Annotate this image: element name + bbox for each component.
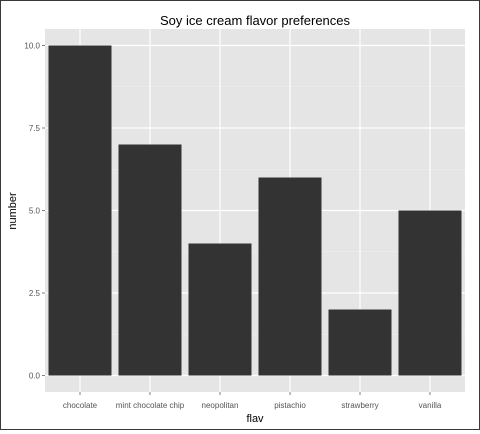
- y-tick-label: 10.0: [24, 42, 40, 51]
- bars: [48, 45, 462, 376]
- minor-gridlines: [45, 86, 465, 335]
- x-tick-label: vanilla: [419, 401, 442, 410]
- x-tick-label: chocolate: [63, 401, 98, 410]
- bar-strawberry: [328, 309, 392, 376]
- bar-pistachio: [258, 177, 322, 376]
- x-axis: chocolate mint chocolate chip neopolitan pi…: [63, 392, 442, 410]
- x-tick-label: strawberry: [341, 401, 378, 410]
- y-tick-label: 5.0: [29, 207, 41, 216]
- x-tick-label: mint chocolate chip: [116, 401, 185, 410]
- bar-vanilla: [398, 210, 462, 376]
- chart-title: Soy ice cream flavor preferences: [160, 13, 351, 28]
- y-tick-label: 7.5: [29, 124, 41, 133]
- y-axis: 0.0 2.5 5.0 7.5 10.0: [24, 42, 45, 381]
- x-tick-label: pistachio: [274, 401, 306, 410]
- y-tick-label: 2.5: [29, 289, 41, 298]
- x-axis-title: flav: [246, 413, 264, 425]
- x-tick-label: neopolitan: [202, 401, 239, 410]
- bar-chocolate: [48, 45, 112, 376]
- bar-neopolitan: [188, 243, 252, 376]
- bar-mint-chocolate-chip: [118, 144, 182, 376]
- y-axis-title: number: [7, 192, 19, 230]
- y-tick-label: 0.0: [29, 372, 41, 381]
